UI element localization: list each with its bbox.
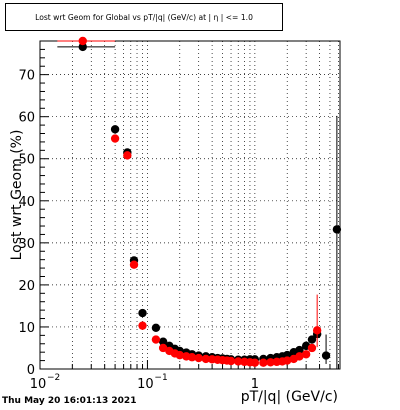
data-point <box>301 350 311 359</box>
y-tick-label: 30 <box>18 237 35 252</box>
grid-lines <box>39 41 340 370</box>
data-point <box>332 225 342 234</box>
data-point <box>110 134 120 143</box>
data-point <box>129 260 139 269</box>
data-point <box>175 350 184 360</box>
x-tick-label-exponent: −1 <box>154 373 167 383</box>
x-tick-label: 1 <box>251 377 259 392</box>
data-point <box>266 358 275 367</box>
y-tick-label: 50 <box>18 153 35 168</box>
y-tick-label: 0 <box>27 363 35 378</box>
data-point <box>187 353 197 362</box>
y-axis-label: Lost wrt Geom (%) <box>9 130 25 261</box>
y-tick-label: 20 <box>18 279 35 294</box>
data-point <box>259 358 268 367</box>
data-point <box>78 36 87 46</box>
timestamp-label: Thu May 20 16:01:13 2021 <box>2 396 137 406</box>
data-point <box>234 357 243 366</box>
x-tick-label: 10 <box>137 377 154 392</box>
data-point <box>78 42 87 52</box>
data-point <box>312 326 322 335</box>
plot-frame <box>39 40 341 370</box>
data-point <box>151 323 161 332</box>
title-box: Lost wrt Geom for Global vs pT/|q| (GeV/… <box>5 3 283 31</box>
data-point <box>201 354 211 364</box>
y-tick-label: 60 <box>18 111 35 126</box>
data-point <box>283 356 292 365</box>
data-point <box>123 151 132 160</box>
data-point <box>321 351 331 360</box>
chart-title: Lost wrt Geom for Global vs pT/|q| (GeV/… <box>35 12 253 22</box>
data-point <box>158 337 168 346</box>
data-point <box>151 335 161 344</box>
data-point <box>307 335 317 344</box>
data-point <box>307 343 317 353</box>
x-tick-label-exponent: −2 <box>47 373 60 383</box>
y-tick-label: 70 <box>18 69 35 84</box>
x-tick-label: 10 <box>30 377 47 392</box>
data-point <box>158 343 168 353</box>
data-point <box>138 321 147 330</box>
y-tick-label: 10 <box>18 321 35 336</box>
series-red <box>57 36 322 367</box>
y-tick-label: 40 <box>18 195 35 210</box>
data-point <box>250 358 260 367</box>
data-point <box>110 125 120 134</box>
data-point <box>295 345 304 355</box>
data-point <box>194 353 203 363</box>
data-point <box>295 352 304 361</box>
x-axis-label: pT/|q| (GeV/c) <box>241 389 338 405</box>
data-layer <box>57 36 342 369</box>
data-point <box>226 356 236 366</box>
data-point <box>138 308 147 318</box>
